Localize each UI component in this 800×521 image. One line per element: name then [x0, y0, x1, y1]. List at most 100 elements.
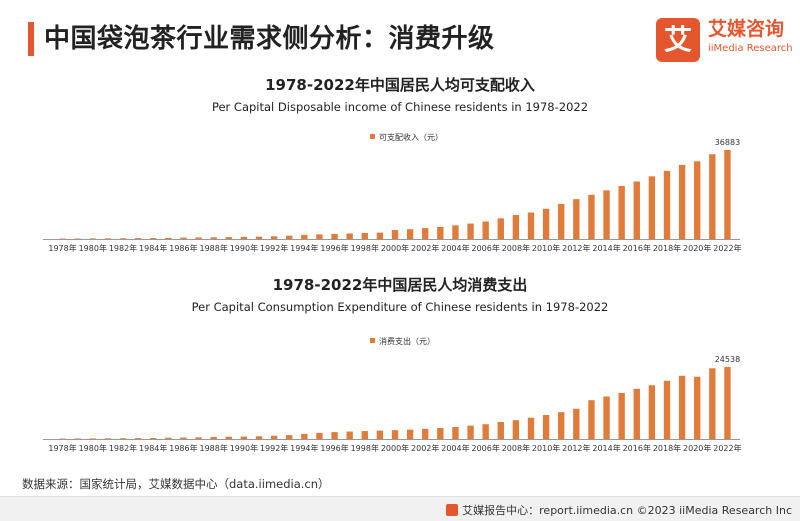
data-source-note: 数据来源：国家统计局，艾媒数据中心（data.iimedia.cn）	[22, 477, 330, 491]
x-tick-label: 1984年	[139, 243, 167, 253]
bar-2006年	[482, 221, 489, 239]
logo-mark-icon: 艾	[656, 18, 700, 62]
bar-1998年	[361, 431, 368, 439]
x-tick-label: 2006年	[471, 243, 499, 253]
bar-1993年	[286, 235, 293, 239]
x-tick-label: 2008年	[502, 443, 530, 453]
bar-1979年	[74, 238, 81, 240]
bar-1984年	[150, 438, 157, 439]
x-tick-label: 2008年	[502, 243, 530, 253]
bar-1980年	[89, 238, 96, 239]
bar-2009年	[527, 417, 535, 439]
bar-2005年	[467, 425, 474, 439]
bar-1981年	[104, 238, 112, 239]
logo-subtitle: iiMedia Research	[708, 43, 793, 54]
bar-2001年	[406, 429, 414, 439]
bar-2015年	[618, 392, 625, 439]
x-tick-label: 1986年	[169, 243, 197, 253]
bar-2019年	[678, 375, 686, 439]
bar-2003年	[437, 226, 444, 239]
bar-2001年	[406, 229, 414, 239]
bar-2008年	[512, 214, 520, 239]
bar-2017年	[648, 385, 656, 439]
bar-2021年	[709, 368, 716, 439]
bar-1986年	[180, 437, 187, 439]
bar-2002年	[422, 428, 429, 439]
bar-1981年	[104, 438, 112, 439]
x-tick-label: 2016年	[623, 443, 651, 453]
bar-1980年	[89, 438, 96, 440]
bar-2022年	[724, 367, 731, 439]
x-tick-label: 1988年	[199, 243, 227, 253]
logo-name: 艾媒咨询	[708, 18, 785, 40]
chart-2-subtitle: Per Capital Consumption Expenditure of C…	[191, 300, 609, 314]
bar-1992年	[270, 236, 278, 239]
bar-2018年	[663, 170, 671, 239]
bar-2007年	[497, 421, 504, 439]
bar-2007年	[497, 218, 504, 239]
bar-1990年	[240, 436, 248, 439]
bar-2016年	[633, 388, 640, 439]
bar-1991年	[255, 236, 263, 239]
brand-logo: 艾 艾媒咨询 iiMedia Research	[656, 18, 796, 62]
chart-1-subtitle: Per Capital Disposable income of Chinese…	[211, 100, 589, 114]
bar-2010年	[542, 208, 550, 239]
bar-2010年	[542, 415, 550, 439]
footer-text: 艾媒报告中心：report.iimedia.cn ©2023 iiMedia R…	[462, 504, 792, 517]
bar-1994年	[301, 433, 308, 439]
bar-1996年	[331, 432, 338, 439]
x-tick-label: 1980年	[79, 243, 107, 253]
x-tick-label: 2020年	[683, 243, 711, 253]
bar-1984年	[150, 238, 157, 239]
x-tick-label: 1998年	[351, 443, 379, 453]
x-tick-label: 2006年	[471, 443, 499, 453]
bar-2015年	[618, 186, 625, 239]
bar-2017年	[648, 176, 656, 239]
title-accent-bar	[28, 22, 34, 56]
consumption-bar-chart: 消费支出（元）1978年 1980年 1982年 1984年 1986年 1988年 199…	[43, 336, 742, 453]
x-tick-label: 1984年	[139, 443, 167, 453]
x-tick-label: 1996年	[320, 243, 348, 253]
x-tick-label: 2010年	[532, 443, 560, 453]
x-tick-label: 2000年	[381, 443, 409, 453]
x-tick-label: 1978年	[48, 243, 76, 253]
bar-1988年	[210, 436, 217, 439]
bar-1985年	[165, 437, 172, 439]
bar-2003年	[437, 428, 444, 439]
x-tick-label: 2018年	[653, 443, 681, 453]
bar-2011年	[558, 203, 565, 239]
x-tick-label: 2002年	[411, 443, 439, 453]
x-tick-label: 1986年	[169, 443, 197, 453]
bar-2019年	[678, 164, 686, 239]
bar-2014年	[603, 396, 610, 439]
bar-1982年	[119, 438, 127, 439]
chart-1-title: 1978-2022年中国居民人均可支配收入	[265, 76, 535, 94]
x-tick-label: 2012年	[562, 443, 590, 453]
bar-1983年	[134, 238, 142, 239]
x-tick-label: 2016年	[623, 243, 651, 253]
legend-swatch-2	[370, 338, 375, 343]
x-tick-label: 1990年	[230, 243, 258, 253]
bar-2013年	[588, 194, 595, 239]
x-tick-label: 1998年	[351, 243, 379, 253]
legend-swatch-1	[370, 134, 375, 139]
bar-2000年	[391, 430, 399, 439]
bar-1990年	[240, 236, 248, 239]
bar-1998年	[361, 232, 368, 239]
bar-1988年	[210, 237, 217, 239]
bar-2002年	[422, 228, 429, 239]
bar-1983年	[134, 438, 142, 439]
x-tick-label: 2012年	[562, 243, 590, 253]
bar-2014年	[603, 190, 610, 239]
x-tick-label: 2010年	[532, 243, 560, 253]
bar-1997年	[346, 431, 353, 439]
bar-1982年	[119, 238, 127, 239]
bar-2012年	[573, 408, 580, 439]
x-tick-label: 2020年	[683, 443, 711, 453]
x-tick-label: 1994年	[290, 243, 318, 253]
bar-1993年	[286, 435, 293, 439]
bar-2020年	[694, 161, 701, 239]
bar-2021年	[709, 154, 716, 239]
bar-1978年	[59, 238, 66, 240]
bar-1994年	[301, 234, 308, 239]
